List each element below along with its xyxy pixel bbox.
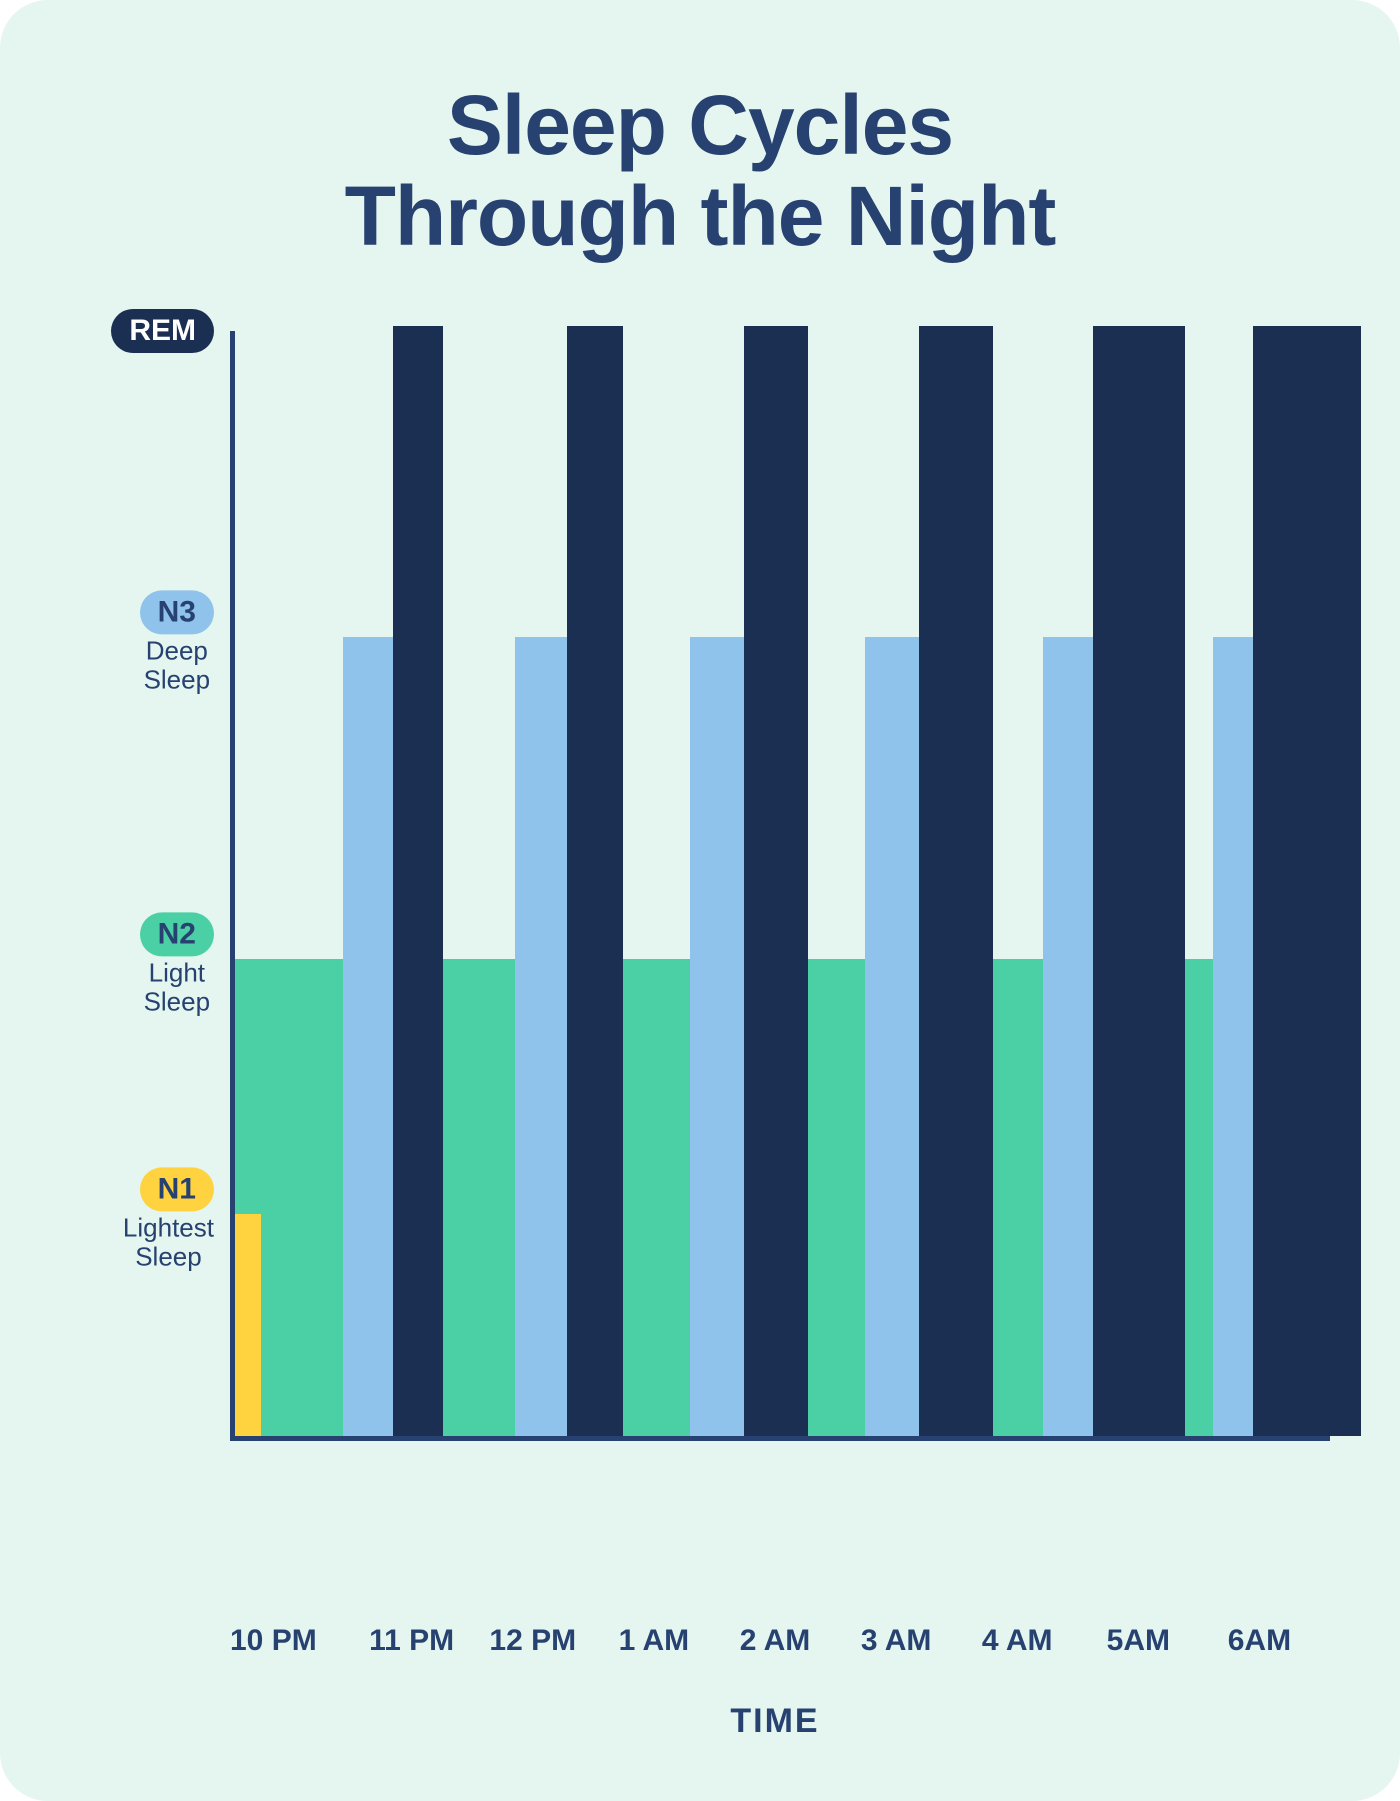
cycle-2 <box>515 326 623 1436</box>
n3-bar <box>515 637 567 1436</box>
x-tick: 12 PM <box>472 1624 593 1658</box>
x-tick: 1 AM <box>593 1624 714 1658</box>
y-tick-n1: N1LightestSleep <box>123 1168 214 1271</box>
n3-bar <box>1213 637 1253 1436</box>
title-line-2: Through the Night <box>345 169 1056 263</box>
cycle-5 <box>1043 326 1185 1436</box>
x-tick: 4 AM <box>957 1624 1078 1658</box>
rem-bar <box>744 326 808 1436</box>
y-sublabel-n2: LightSleep <box>140 959 214 1016</box>
y-tick-n3: N3DeepSleep <box>140 591 214 694</box>
y-tick-rem: REM <box>111 309 214 353</box>
x-tick: 10 PM <box>230 1624 351 1658</box>
n3-bar <box>690 637 744 1436</box>
plot-area <box>230 331 1330 1441</box>
infographic-card: Sleep Cycles Through the Night REM N3Deep… <box>0 0 1400 1801</box>
rem-bar <box>393 326 443 1436</box>
x-tick: 6AM <box>1199 1624 1320 1658</box>
x-tick: 11 PM <box>351 1624 472 1658</box>
n1-bar <box>235 1214 261 1436</box>
n3-bar <box>1043 637 1093 1436</box>
chart-area: REMN3DeepSleepN2LightSleepN1LightestSlee… <box>70 331 1330 1741</box>
cycle-6 <box>1213 326 1361 1436</box>
y-pill-n2: N2 <box>140 913 214 957</box>
rem-bar <box>1093 326 1185 1436</box>
cycle-1 <box>343 326 443 1436</box>
y-sublabel-n3: DeepSleep <box>140 637 214 694</box>
x-tick: 5AM <box>1078 1624 1199 1658</box>
y-pill-n3: N3 <box>140 591 214 635</box>
y-pill-rem: REM <box>111 309 214 353</box>
x-tick: 2 AM <box>714 1624 835 1658</box>
x-tick: 3 AM <box>836 1624 957 1658</box>
n3-bar <box>865 637 919 1436</box>
rem-bar <box>919 326 993 1436</box>
cycle-3 <box>690 326 808 1436</box>
x-axis: 10 PM11 PM12 PM1 AM2 AM3 AM4 AM5AM6AM <box>230 1600 1320 1658</box>
cycle-4 <box>865 326 993 1436</box>
n3-bar <box>343 637 393 1436</box>
chart-title: Sleep Cycles Through the Night <box>70 80 1330 261</box>
chart-row: REMN3DeepSleepN2LightSleepN1LightestSlee… <box>70 331 1330 1600</box>
y-tick-n2: N2LightSleep <box>140 913 214 1016</box>
y-sublabel-n1: LightestSleep <box>123 1214 214 1271</box>
y-pill-n1: N1 <box>140 1168 214 1212</box>
title-line-1: Sleep Cycles <box>447 78 953 172</box>
x-axis-label: TIME <box>230 1702 1320 1741</box>
rem-bar <box>1253 326 1361 1436</box>
rem-bar <box>567 326 623 1436</box>
y-axis: REMN3DeepSleepN2LightSleepN1LightestSlee… <box>70 331 230 1441</box>
